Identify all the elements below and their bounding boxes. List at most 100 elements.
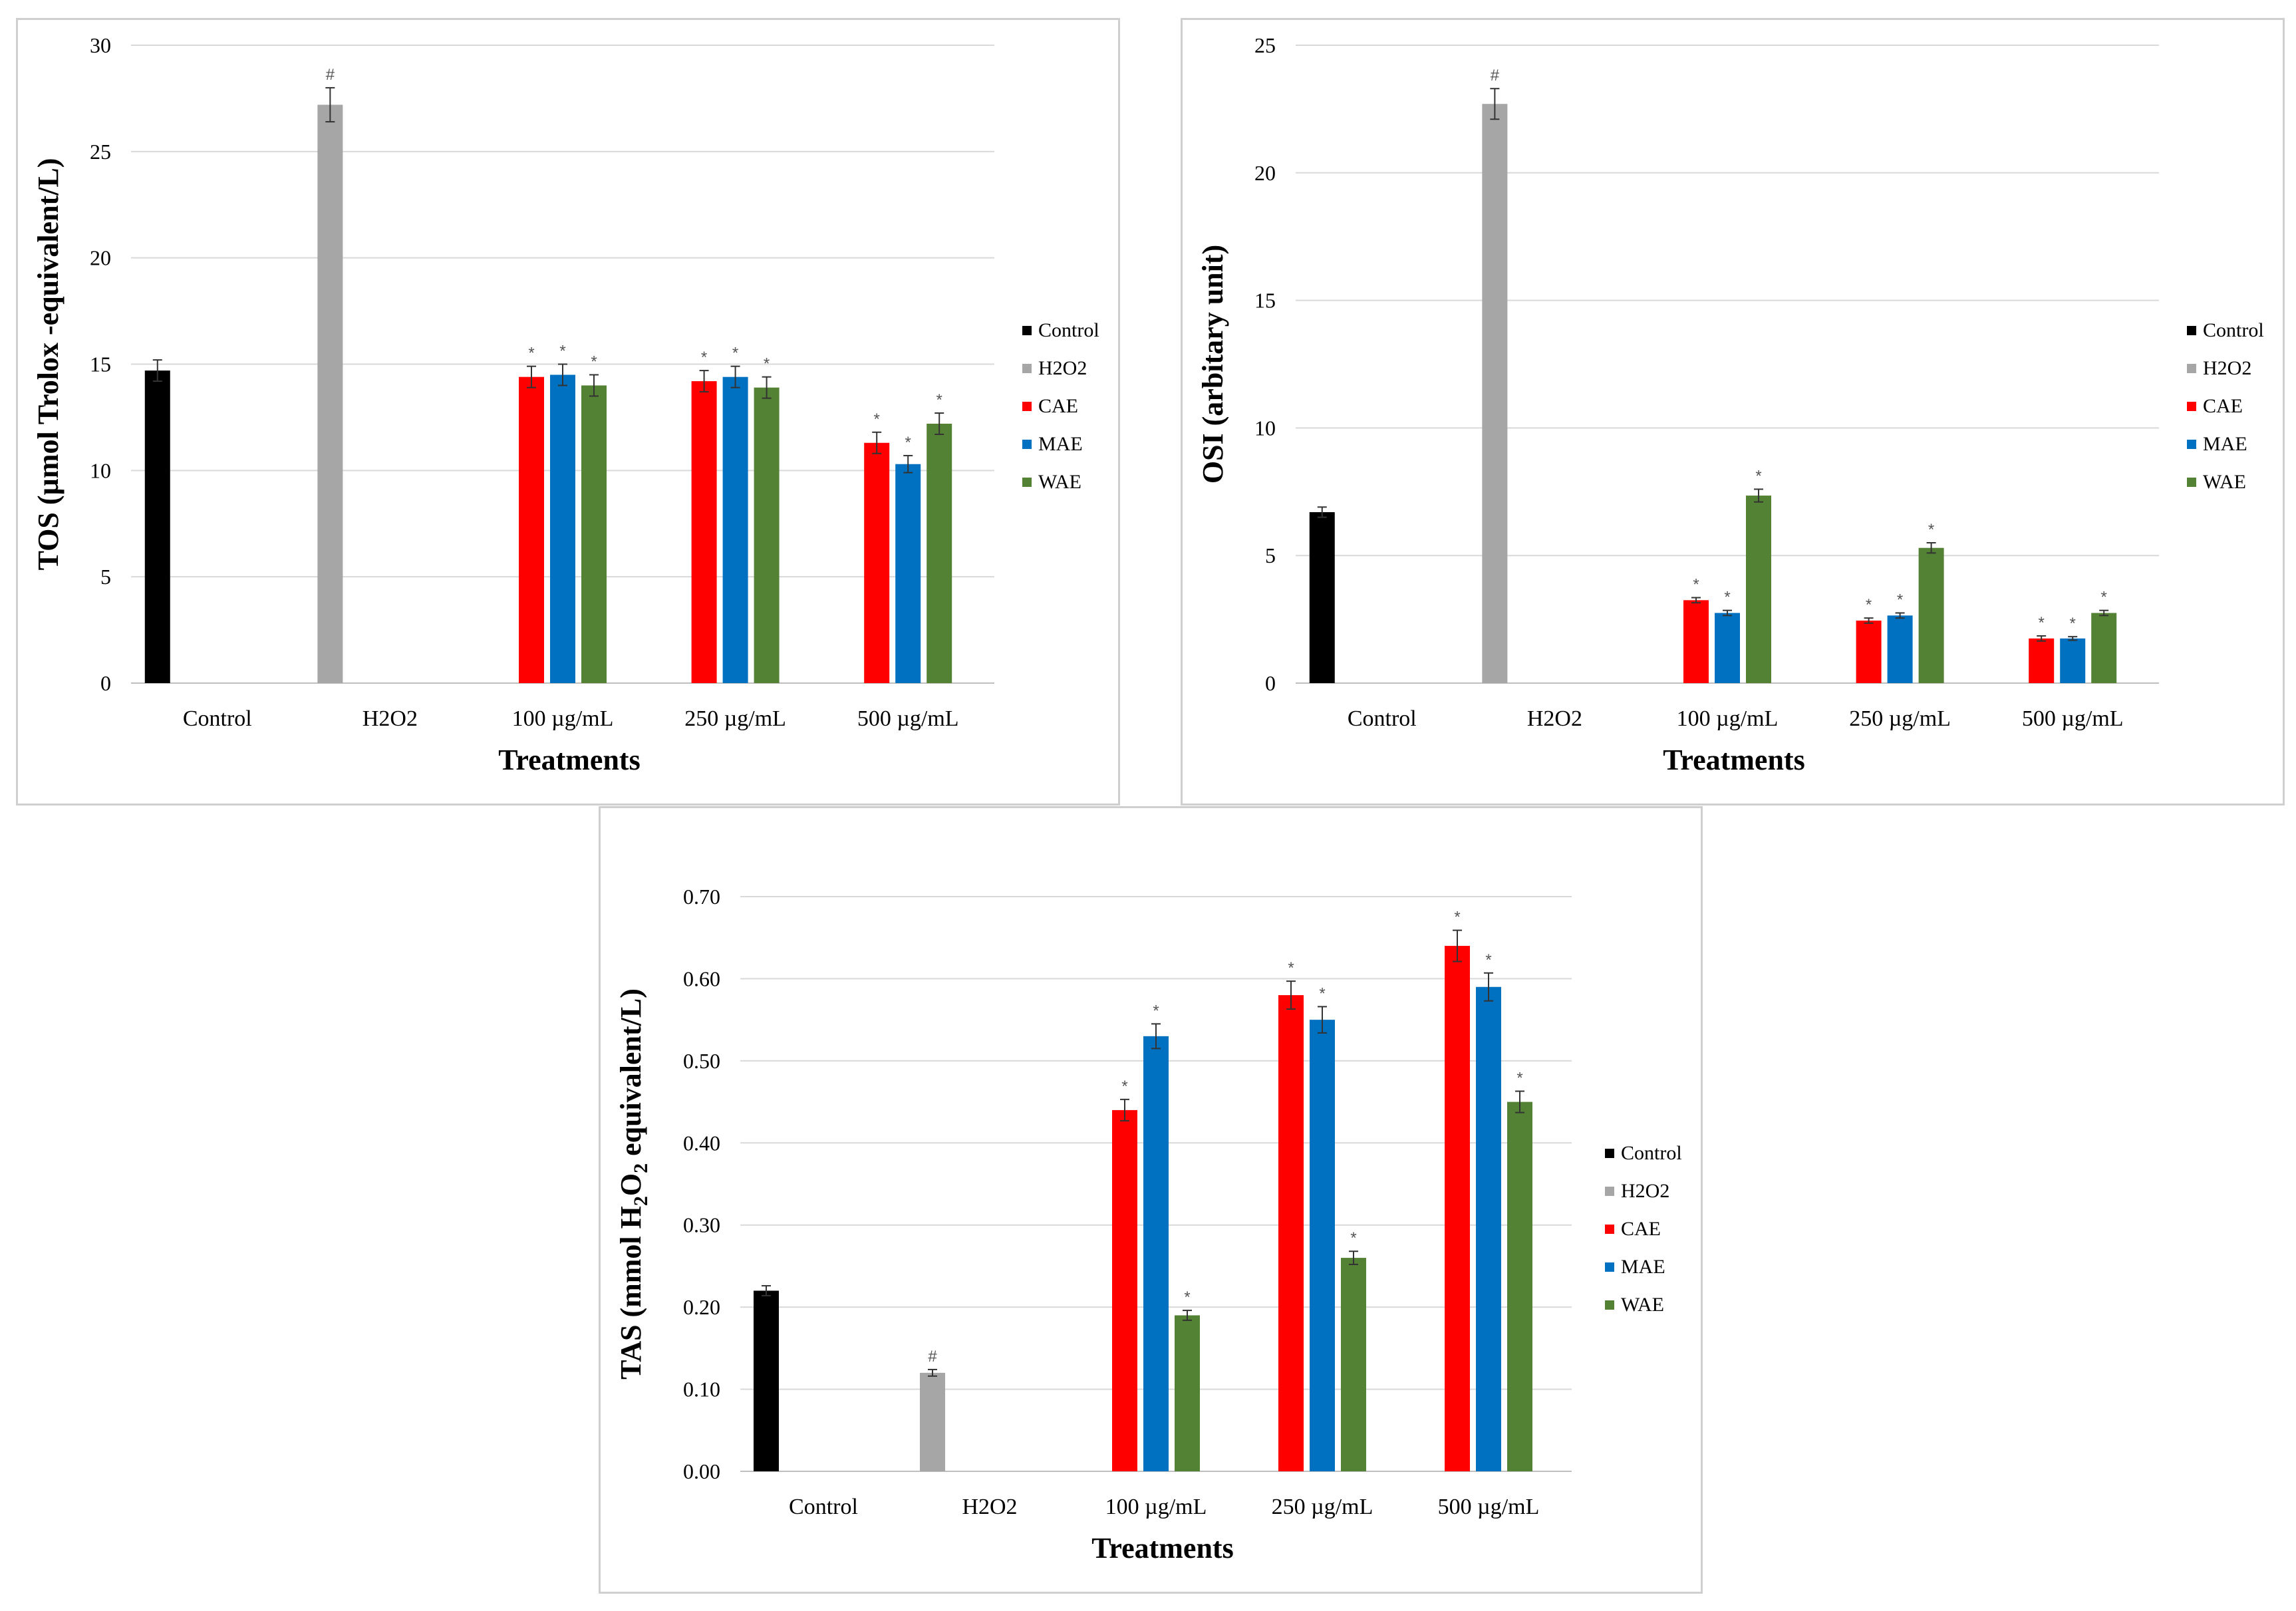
significance-mark: * [1897, 591, 1903, 609]
legend-swatch [2187, 478, 2196, 487]
legend-swatch [1605, 1187, 1614, 1196]
x-category-label: Control [183, 706, 252, 731]
y-tick-label: 25 [90, 140, 111, 164]
y-axis-title-part: O [615, 1173, 647, 1196]
bar-mae [895, 464, 921, 683]
legend-swatch [2187, 364, 2196, 373]
bar-mae [722, 376, 748, 683]
y-axis-title-subscript: 2 [630, 1196, 652, 1206]
x-category-label: 250 µg/mL [1849, 706, 1951, 731]
x-category-label: 100 µg/mL [1105, 1495, 1207, 1519]
legend-label: Control [1038, 319, 1099, 341]
significance-mark: * [559, 343, 565, 361]
legend-swatch [1022, 478, 1032, 487]
significance-mark: # [928, 1348, 937, 1366]
y-tick-label: 25 [1254, 33, 1276, 57]
significance-mark: * [528, 345, 534, 363]
y-tick-label: 0.70 [683, 885, 720, 909]
significance-mark: * [591, 353, 597, 370]
x-category-label: Control [789, 1495, 858, 1519]
significance-mark: * [1288, 959, 1294, 977]
y-tick-label: 0.50 [683, 1049, 720, 1073]
significance-mark: * [1724, 589, 1730, 607]
bar-h2o2 [317, 104, 343, 684]
significance-mark: * [1866, 596, 1872, 614]
bar-mae [1715, 613, 1740, 683]
legend-label: MAE [1038, 433, 1083, 455]
bar-cae [1856, 621, 1882, 683]
significance-mark: # [326, 66, 335, 84]
y-tick-label: 0 [1265, 671, 1276, 695]
legend-swatch [1605, 1300, 1614, 1310]
significance-mark: * [1319, 984, 1325, 1002]
x-category-label: 500 µg/mL [1438, 1495, 1540, 1519]
y-tick-label: 0.20 [683, 1295, 720, 1319]
significance-mark: * [1121, 1078, 1127, 1096]
y-tick-label: 0.10 [683, 1378, 720, 1401]
significance-mark: * [764, 355, 770, 373]
y-tick-label: 20 [90, 246, 111, 270]
significance-mark: * [1693, 575, 1699, 593]
osi-chart-panel: 0 5 10 15 20 25 Control H2O2 100 µg/mL 250 µg/mL 5… [1181, 18, 2285, 806]
y-tick-label: 0.00 [683, 1459, 720, 1483]
x-category-label: H2O2 [1527, 706, 1582, 731]
bar-mae [1310, 1020, 1335, 1471]
tos-chart: 0 5 10 15 20 25 30 Control H2O2 100 µg/mL 250 µg/m… [32, 33, 1099, 776]
x-category-label: Control [1348, 706, 1417, 731]
bar-cae [2029, 638, 2055, 683]
bar-mae [1887, 615, 1913, 683]
y-tick-label: 0 [100, 671, 111, 695]
significance-mark: * [1350, 1229, 1356, 1247]
x-axis-title: Treatments [1091, 1532, 1233, 1564]
bar-mae [1476, 986, 1501, 1471]
y-axis-title: TOS (µmol Trolox -equivalent/L) [32, 158, 65, 571]
y-tick-label: 5 [1265, 543, 1276, 567]
bar-h2o2 [1482, 104, 1508, 683]
y-tick-label: 0.30 [683, 1213, 720, 1237]
bar-wae [1341, 1258, 1366, 1471]
legend-swatch [1022, 326, 1032, 335]
significance-mark: # [1491, 67, 1500, 84]
significance-mark: * [874, 410, 880, 428]
legend-label: CAE [2203, 395, 2243, 417]
x-category-label: 100 µg/mL [1677, 706, 1779, 731]
legend-label: CAE [1038, 395, 1078, 417]
x-category-label: 250 µg/mL [1272, 1495, 1373, 1519]
bar-cae [691, 381, 717, 683]
legend-label: Control [2203, 319, 2264, 341]
y-tick-label: 15 [90, 353, 111, 376]
legend-swatch [1022, 364, 1032, 373]
tas-chart: 0.00 0.10 0.20 0.30 0.40 0.50 0.60 0.70 Control H… [615, 885, 1682, 1564]
legend-label: MAE [2203, 433, 2247, 455]
x-category-label: 250 µg/mL [684, 706, 786, 731]
significance-mark: * [1755, 467, 1761, 485]
significance-mark: * [2070, 615, 2076, 633]
bar-cae [1445, 946, 1470, 1471]
y-tick-label: 5 [100, 565, 111, 589]
x-category-label: 500 µg/mL [2022, 706, 2124, 731]
significance-mark: * [905, 434, 911, 452]
legend-swatch [2187, 326, 2196, 335]
bar-control [144, 370, 170, 683]
y-tick-label: 10 [1254, 416, 1276, 440]
y-tick-label: 20 [1254, 161, 1276, 185]
legend-label: H2O2 [1038, 357, 1087, 379]
y-tick-label: 0.40 [683, 1131, 720, 1155]
legend-swatch [1605, 1262, 1614, 1272]
legend-swatch [2187, 402, 2196, 411]
bar-cae [1112, 1109, 1137, 1471]
bar-h2o2 [920, 1372, 945, 1471]
legend-label: Control [1621, 1142, 1682, 1164]
bar-mae [550, 374, 575, 683]
significance-mark: * [732, 345, 738, 363]
y-axis-title-subscript: 2 [630, 1163, 652, 1173]
legend-swatch [1022, 402, 1032, 411]
significance-mark: * [1454, 909, 1460, 927]
legend-swatch [1022, 440, 1032, 449]
significance-mark: * [2101, 589, 2107, 607]
bar-cae [1278, 995, 1304, 1471]
significance-mark: * [1153, 1002, 1159, 1020]
y-tick-label: 0.60 [683, 966, 720, 990]
bar-wae [2091, 613, 2117, 683]
legend-label: WAE [2203, 471, 2246, 493]
